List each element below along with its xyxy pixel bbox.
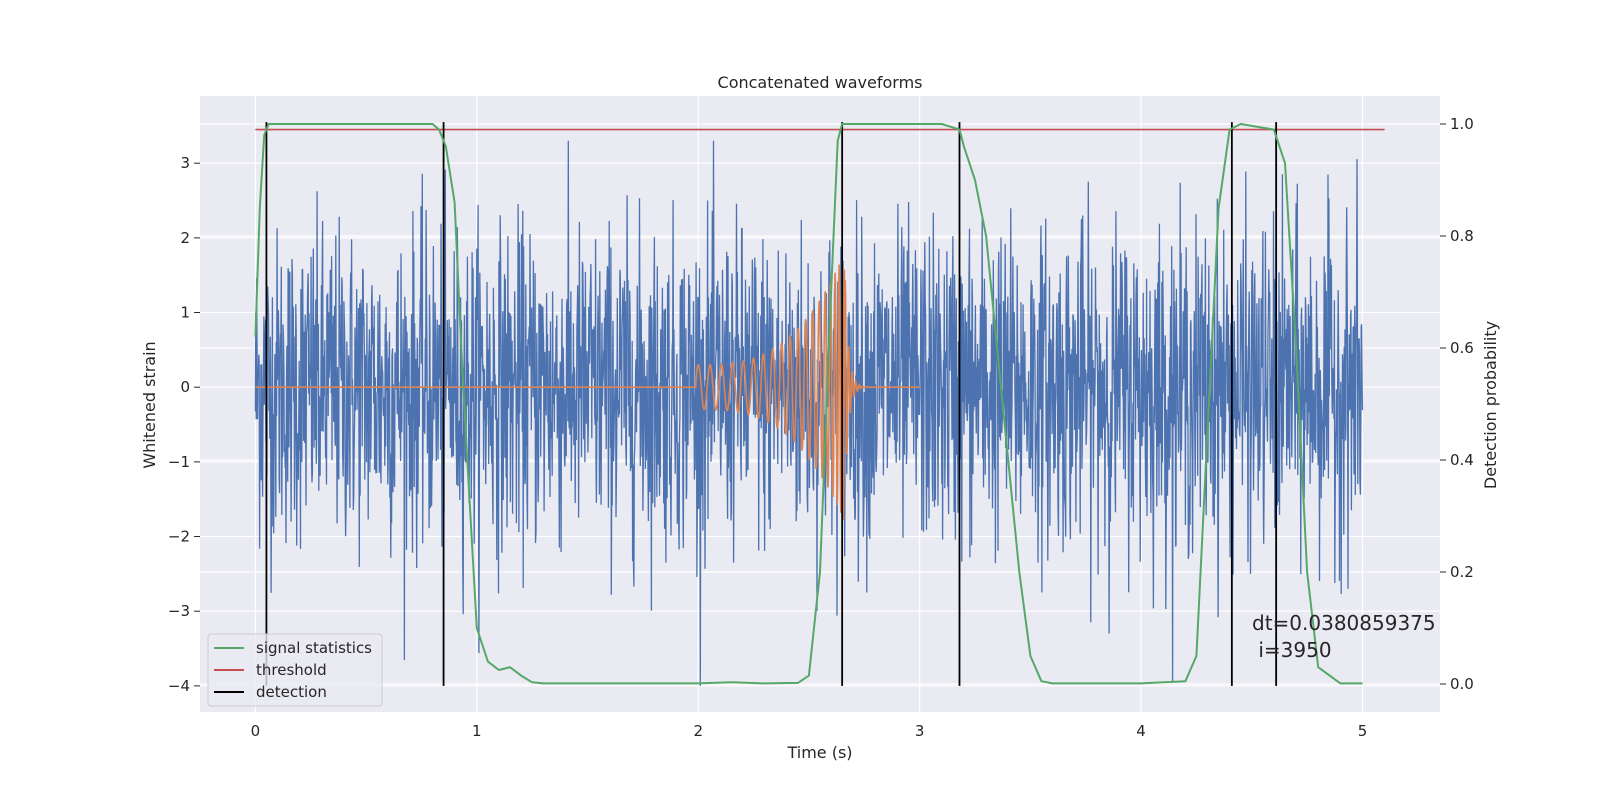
y-axis-right-label: Detection probability [1481,321,1500,489]
y-right-tick-label: 0.8 [1450,227,1474,245]
x-tick-label: 4 [1136,722,1146,740]
series-line-signal-statistics [254,123,1363,685]
series-line-injected-waveform [255,262,920,520]
x-tick-label: 2 [693,722,703,740]
x-tick-label: 3 [915,722,925,740]
legend-box [207,633,383,707]
y-left-tick-label: −4 [168,677,190,695]
y-left-tick-label: 3 [180,154,190,172]
annotation-dt: dt=0.0380859375 [1252,611,1436,635]
annotation-i: i=3950 [1252,638,1332,662]
y-right-tick-label: 0.2 [1450,563,1474,581]
x-tick-label: 0 [251,722,261,740]
legend-entry-detection: detection [214,683,327,701]
y-right-tick-label: 0.4 [1450,451,1474,469]
y-left-tick-label: −3 [168,602,190,620]
x-axis-label: Time (s) [786,743,852,762]
tick-labels: 0 1 2 3 4 5 −4 −3 −2 −1 0 1 2 3 0.0 0.2 0.4 0.6 0.8 1.0 [168,115,1474,740]
y-axis-left-label: Whitened strain [140,341,159,468]
series-line-noisy-strain [254,140,1364,686]
y-left-tick-label: 2 [180,229,190,247]
legend: signal statistics threshold detection [207,633,383,707]
x-tick-label: 1 [472,722,482,740]
y-right-tick-label: 0.0 [1450,675,1474,693]
y-left-tick-label: 0 [180,378,190,396]
y-left-tick-label: −2 [168,528,190,546]
legend-label-signal-statistics: signal statistics [256,639,372,657]
y-left-tick-label: 1 [180,304,190,322]
series-layer [254,122,1385,686]
legend-label-threshold: threshold [256,661,327,679]
y-right-tick-label: 1.0 [1450,115,1474,133]
legend-entry-threshold: threshold [214,661,327,679]
x-tick-label: 5 [1358,722,1368,740]
legend-entry-signal-statistics: signal statistics [214,639,372,657]
legend-label-detection: detection [256,683,327,701]
y-right-tick-label: 0.6 [1450,339,1474,357]
y-left-tick-label: −1 [168,453,190,471]
chart-title: Concatenated waveforms [718,73,923,92]
